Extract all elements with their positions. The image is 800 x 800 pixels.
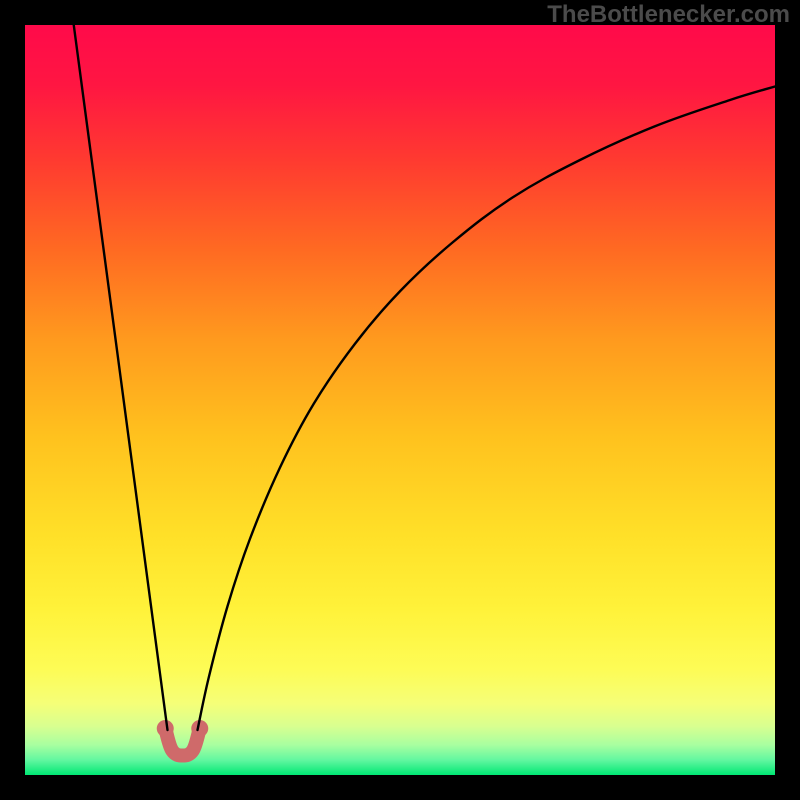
- optimal-zone-endpoint: [157, 720, 174, 737]
- chart-root: TheBottlenecker.com: [0, 0, 800, 800]
- bottleneck-chart: [25, 25, 775, 775]
- watermark-text: TheBottlenecker.com: [547, 1, 790, 29]
- gradient-background: [25, 25, 775, 775]
